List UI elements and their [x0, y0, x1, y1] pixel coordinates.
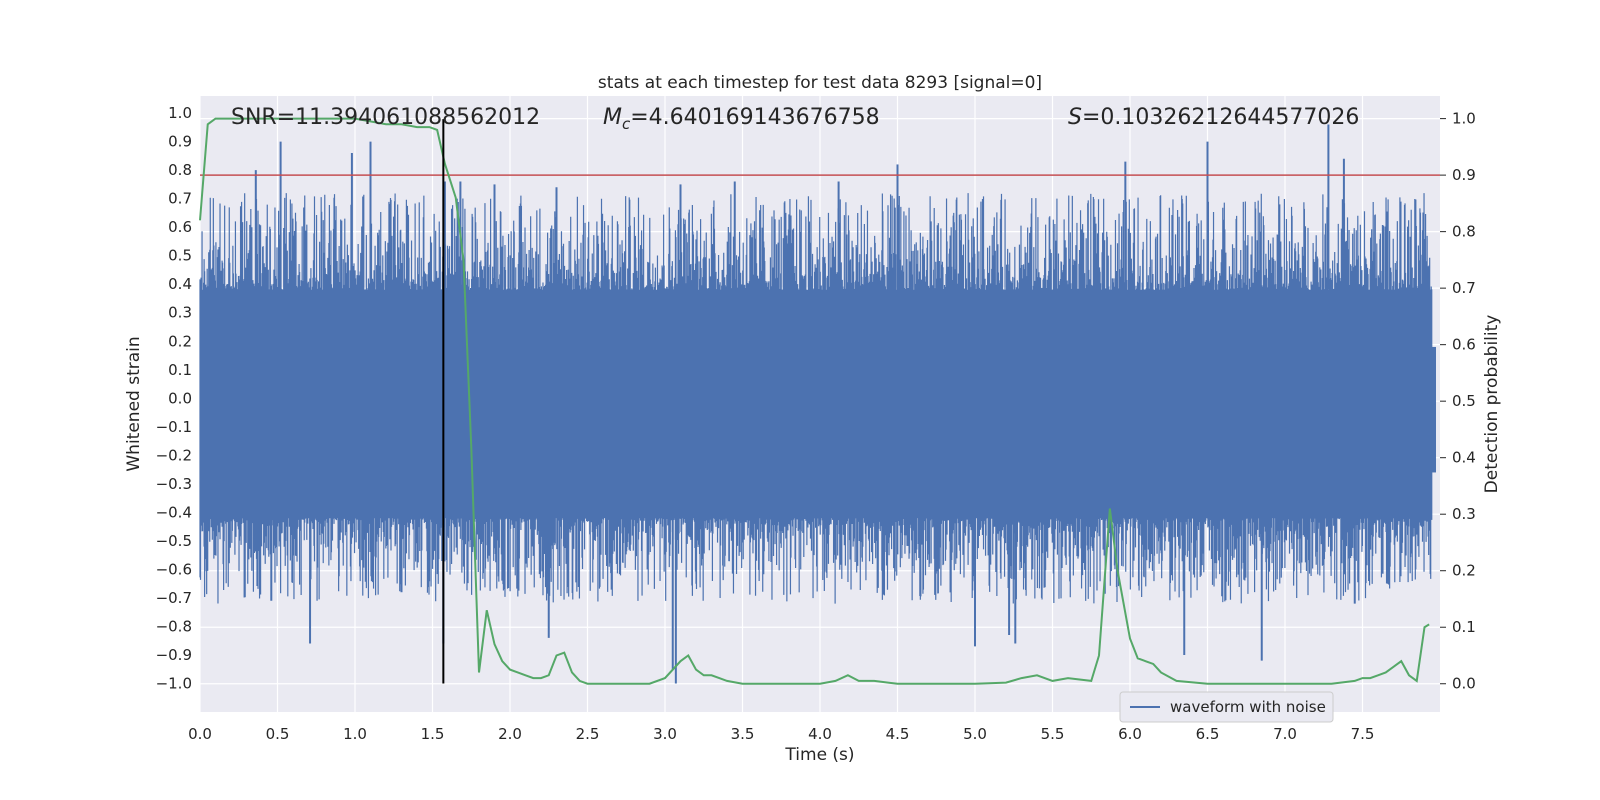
- y-tick-label: 0.3: [168, 304, 192, 322]
- x-axis-label: Time (s): [784, 745, 854, 765]
- legend-box: [1119, 691, 1334, 723]
- y-tick-label: −0.4: [156, 503, 192, 521]
- x-tick-label: 5.5: [1041, 725, 1065, 743]
- s-annotation: S=0.10326212644577026: [1068, 105, 1359, 130]
- x-tick-label: 1.0: [343, 725, 367, 743]
- x-axis-ticks: 0.0 0.5 1.0 1.5 2.0 2.5 3.0 3.5 4.0 4.5 5.0 5.5 6.0 6…: [188, 725, 1374, 743]
- waveform-series: [199, 124, 1436, 684]
- y-tick-label: −0.9: [156, 646, 192, 664]
- y2-tick-label: 1.0: [1452, 110, 1476, 128]
- y-tick-label: −1.0: [156, 674, 192, 692]
- y-tick-label: 0.4: [168, 275, 192, 293]
- right-axis-ticks: 1.0 0.9 0.8 0.7 0.6 0.5 0.4 0.3 0.2 0.1 0.0: [1440, 110, 1476, 693]
- x-tick-label: 4.5: [886, 725, 910, 743]
- x-tick-label: 3.5: [731, 725, 755, 743]
- chirp-mass-subscript: c: [622, 115, 631, 133]
- y2-tick-label: 0.6: [1452, 336, 1476, 354]
- legend: waveform with noise: [1119, 691, 1334, 723]
- y-tick-label: 0.0: [168, 389, 192, 407]
- y2-tick-label: 0.1: [1452, 618, 1476, 636]
- y-tick-label: 0.8: [168, 161, 192, 179]
- y2-tick-label: 0.4: [1452, 449, 1476, 467]
- y-tick-label: 0.1: [168, 361, 192, 379]
- legend-entry: waveform with noise: [1170, 698, 1326, 716]
- y-tick-label: 0.5: [168, 247, 192, 265]
- x-tick-label: 2.5: [576, 725, 600, 743]
- chart-title: stats at each timestep for test data 829…: [598, 73, 1042, 93]
- detection-probability-line: [199, 117, 1430, 685]
- y-tick-label: 0.9: [168, 133, 192, 151]
- y2-tick-label: 0.3: [1452, 505, 1476, 523]
- y-tick-label: −0.2: [156, 446, 192, 464]
- x-tick-label: 0.0: [188, 725, 212, 743]
- snr-annotation: SNR=11.394061088562012: [231, 105, 540, 130]
- chirp-mass-value: =4.640169143676758: [630, 105, 879, 130]
- y2-tick-label: 0.2: [1452, 562, 1476, 580]
- y-tick-label: −0.1: [156, 418, 192, 436]
- x-tick-label: 7.5: [1351, 725, 1375, 743]
- x-tick-label: 4.0: [808, 725, 832, 743]
- chirp-mass-symbol: M: [603, 105, 622, 130]
- s-value: =0.10326212644577026: [1082, 105, 1359, 130]
- x-tick-label: 1.5: [421, 725, 445, 743]
- x-tick-label: 6.0: [1118, 725, 1142, 743]
- x-tick-label: 6.5: [1196, 725, 1220, 743]
- y2-tick-label: 0.8: [1452, 223, 1476, 241]
- y2-tick-label: 0.9: [1452, 166, 1476, 184]
- chirp-mass-annotation: Mc=4.640169143676758: [603, 105, 880, 133]
- x-tick-label: 7.0: [1273, 725, 1297, 743]
- y-tick-label: −0.5: [156, 532, 192, 550]
- s-symbol: S: [1068, 105, 1082, 130]
- y2-tick-label: 0.0: [1452, 675, 1476, 693]
- y2-tick-label: 0.7: [1452, 279, 1476, 297]
- x-tick-label: 2.0: [498, 725, 522, 743]
- y-tick-label: 0.6: [168, 218, 192, 236]
- y-tick-label: −0.3: [156, 475, 192, 493]
- waveform-core-band: [200, 346, 1436, 473]
- y2-tick-label: 0.5: [1452, 392, 1476, 410]
- y-tick-label: −0.6: [156, 560, 192, 578]
- x-tick-label: 3.0: [653, 725, 677, 743]
- y2-axis-label: Detection probability: [1482, 315, 1502, 494]
- y-axis-label: Whitened strain: [124, 336, 144, 471]
- y-tick-label: 0.2: [168, 332, 192, 350]
- detection-probability-series: [199, 117, 1430, 685]
- x-tick-label: 0.5: [266, 725, 290, 743]
- x-tick-label: 5.0: [963, 725, 987, 743]
- y-tick-label: 0.7: [168, 190, 192, 208]
- y-tick-label: −0.7: [156, 589, 192, 607]
- left-axis-ticks: 1.0 0.9 0.8 0.7 0.6 0.5 0.4 0.3 0.2 0.1 0.0 −0.1 −0.…: [156, 104, 192, 692]
- y-tick-label: −0.8: [156, 617, 192, 635]
- y-tick-label: 1.0: [168, 104, 192, 122]
